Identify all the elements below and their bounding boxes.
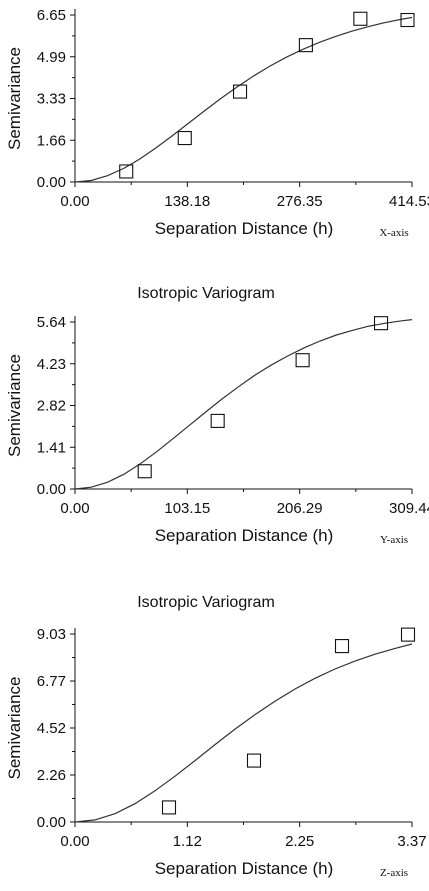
chart-title: Isotropic Variogram <box>137 285 275 302</box>
variogram-panel: 0.00 1.66 3.33 4.99 6.65 0.00 138.18 276.35 414.… <box>5 7 429 239</box>
data-point-marker <box>373 316 389 331</box>
x-tick-label: 0.00 <box>60 833 89 850</box>
data-point-marker <box>137 464 152 479</box>
y-tick-label: 1.66 <box>37 132 66 149</box>
y-axis-label: Semivariance <box>5 354 24 457</box>
x-tick-label: 103.15 <box>164 500 210 517</box>
data-point-marker <box>246 753 262 768</box>
data-point-marker <box>298 38 313 53</box>
x-tick-label: 206.29 <box>277 500 323 517</box>
y-tick-label: 1.41 <box>37 439 66 456</box>
y-tick-label: 2.82 <box>37 398 66 415</box>
x-tick-label: 0.00 <box>60 193 89 210</box>
y-axis-label: Semivariance <box>5 47 24 150</box>
model-curve-line <box>74 16 413 183</box>
data-point-marker <box>353 11 368 26</box>
x-tick-label: 309.44 <box>389 500 429 517</box>
y-tick-label: 0.00 <box>37 481 66 498</box>
y-tick-label: 4.99 <box>37 49 66 66</box>
data-point-marker <box>400 12 415 28</box>
y-tick-label: 2.26 <box>37 767 66 784</box>
data-point-marker <box>161 800 177 815</box>
y-tick-label: 0.00 <box>37 174 66 191</box>
axis-tag: X-axis <box>379 227 408 239</box>
x-tick-label: 138.18 <box>164 193 210 210</box>
x-tick-label: 3.37 <box>397 833 426 850</box>
y-tick-label: 6.65 <box>37 7 66 24</box>
y-axis-label: Semivariance <box>5 677 24 780</box>
axis-tag: Z-axis <box>380 867 408 879</box>
data-point-marker <box>400 627 416 642</box>
x-axis-label: Separation Distance (h) <box>155 859 334 878</box>
data-point-marker <box>295 353 310 368</box>
x-tick-label: 276.35 <box>277 193 323 210</box>
y-tick-label: 4.52 <box>37 720 66 737</box>
x-tick-label: 1.12 <box>173 833 202 850</box>
x-tick-label: 2.25 <box>285 833 314 850</box>
y-tick-label: 5.64 <box>37 314 66 331</box>
x-axis-label: Separation Distance (h) <box>155 526 334 545</box>
axis-tag: Y-axis <box>380 534 408 546</box>
y-tick-label: 9.03 <box>37 626 66 643</box>
model-curve-line <box>74 319 413 490</box>
chart-title: Isotropic Variogram <box>137 594 275 611</box>
variogram-panel: Isotropic Variogram 0.00 2.26 4.52 6.77 9.03 0… <box>5 594 427 879</box>
x-tick-label: 414.53 <box>389 193 429 210</box>
x-axis-label: Separation Distance (h) <box>155 219 334 238</box>
data-point-marker <box>119 164 134 179</box>
variogram-panels: 0.00 1.66 3.33 4.99 6.65 0.00 138.18 276.35 414.… <box>5 7 429 879</box>
x-tick-label: 0.00 <box>60 500 89 517</box>
model-curve-line <box>74 643 413 823</box>
y-tick-label: 6.77 <box>37 673 66 690</box>
data-point-marker <box>232 84 248 99</box>
y-tick-label: 0.00 <box>37 814 66 831</box>
y-tick-label: 3.33 <box>37 91 66 108</box>
data-point-marker <box>334 639 350 654</box>
y-tick-label: 4.23 <box>37 356 66 373</box>
data-point-marker <box>177 131 192 146</box>
variogram-panel: Isotropic Variogram 0.00 1.41 2.82 4.23 5.64 0… <box>5 285 429 546</box>
data-point-marker <box>210 413 225 428</box>
